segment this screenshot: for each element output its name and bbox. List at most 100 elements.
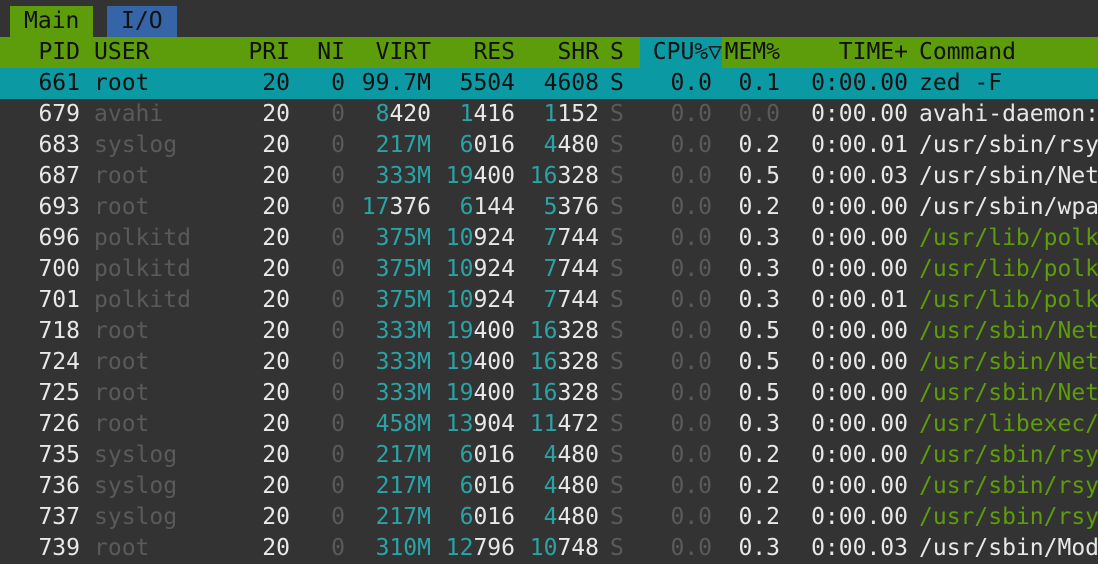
shr-cell-text: 16 — [529, 318, 558, 344]
state-cell-text: S — [610, 225, 624, 251]
shr-cell: 4480 — [515, 502, 599, 533]
mem-cell-text: 0.3 — [738, 225, 780, 251]
time-cell: 0:00.00 — [790, 192, 908, 223]
process-row[interactable]: 739 root 20 0 310M 12796 10748 S 0.0 0.3 0:00.03/u… — [0, 533, 1098, 564]
command-cell-text: avahi-daemon: — [919, 101, 1098, 127]
virt-cell-text: 375M — [375, 225, 431, 251]
cpu-cell: 0.0 — [640, 130, 712, 161]
state-cell: S — [610, 68, 630, 99]
virt-cell-text: 333M — [375, 380, 431, 406]
tab-bar: Main I/O — [0, 0, 1098, 37]
column-header-state[interactable]: S — [610, 39, 624, 65]
cpu-cell: 0.0 — [640, 68, 712, 99]
process-row[interactable]: 700 polkitd 20 0 375M 10924 7744 S 0.0 0.3 0:00.00… — [0, 254, 1098, 285]
shr-cell-text: 328 — [557, 318, 599, 344]
virt-cell: 375M — [345, 285, 431, 316]
user-cell: syslog — [94, 440, 244, 471]
nice-cell: 0 — [300, 409, 345, 440]
process-row[interactable]: 726 root 20 0 458M 13904 11472 S 0.0 0.3 0:00.00/u… — [0, 409, 1098, 440]
mem-cell-text: 0.3 — [738, 411, 780, 437]
process-row[interactable]: 724 root 20 0 333M 19400 16328 S 0.0 0.5 0:00.00/u… — [0, 347, 1098, 378]
tab-main[interactable]: Main — [10, 6, 93, 37]
shr-cell-text: 376 — [557, 194, 599, 220]
nice-cell-text: 0 — [331, 163, 345, 189]
process-row[interactable]: 718 root 20 0 333M 19400 16328 S 0.0 0.5 0:00.00/u… — [0, 316, 1098, 347]
res-cell: 13904 — [431, 409, 515, 440]
column-header-ni[interactable]: NI — [317, 39, 345, 65]
state-cell: S — [610, 254, 630, 285]
res-cell-text: 924 — [473, 287, 515, 313]
cpu-cell-text: 0.0 — [670, 132, 712, 158]
res-cell: 5504 — [431, 68, 515, 99]
process-row[interactable]: 683 syslog 20 0 217M 6016 4480 S 0.0 0.2 0:00.01/u… — [0, 130, 1098, 161]
res-cell-text: 5504 — [459, 70, 515, 96]
column-header-shr[interactable]: SHR — [557, 39, 599, 65]
state-cell-text: S — [610, 101, 624, 127]
priority-cell-text: 20 — [262, 380, 290, 406]
command-cell-text: /usr/sbin/Net — [919, 349, 1098, 375]
column-header-res[interactable]: RES — [473, 39, 515, 65]
mem-cell: 0.2 — [712, 502, 780, 533]
command-cell-text: /usr/sbin/Net — [919, 163, 1098, 189]
state-cell: S — [610, 161, 630, 192]
process-row[interactable]: 693 root 20 0 17376 6144 5376 S 0.0 0.2 0:00.00/us… — [0, 192, 1098, 223]
cpu-cell-text: 0.0 — [670, 473, 712, 499]
res-cell-text: 016 — [473, 442, 515, 468]
priority-cell: 20 — [240, 192, 290, 223]
shr-cell: 4608 — [515, 68, 599, 99]
user-cell: root — [94, 378, 244, 409]
mem-cell: 0.3 — [712, 409, 780, 440]
column-header-mem[interactable]: MEM% — [724, 39, 780, 65]
nice-cell: 0 — [300, 347, 345, 378]
cpu-cell-text: 0.0 — [670, 504, 712, 530]
cpu-cell-text: 0.0 — [670, 287, 712, 313]
process-row[interactable]: 736 syslog 20 0 217M 6016 4480 S 0.0 0.2 0:00.00/u… — [0, 471, 1098, 502]
state-cell-text: S — [610, 380, 624, 406]
nice-cell-text: 0 — [331, 256, 345, 282]
res-cell: 6016 — [431, 502, 515, 533]
command-cell-text: /usr/lib/polk — [919, 225, 1098, 251]
pid-cell-text: 693 — [38, 194, 80, 220]
column-header-pid[interactable]: PID — [38, 39, 80, 65]
mem-cell-text: 0.2 — [738, 473, 780, 499]
process-row[interactable]: 696 polkitd 20 0 375M 10924 7744 S 0.0 0.3 0:00.00… — [0, 223, 1098, 254]
column-header-virt[interactable]: VIRT — [375, 39, 431, 65]
column-header-time[interactable]: TIME+ — [838, 39, 908, 65]
column-header-pri[interactable]: PRI — [248, 39, 290, 65]
mem-cell: 0.5 — [712, 347, 780, 378]
nice-cell: 0 — [300, 161, 345, 192]
process-row[interactable]: 725 root 20 0 333M 19400 16328 S 0.0 0.5 0:00.00/u… — [0, 378, 1098, 409]
state-cell: S — [610, 285, 630, 316]
virt-cell: 333M — [345, 161, 431, 192]
virt-cell: 217M — [345, 130, 431, 161]
process-row[interactable]: 661 root 20 0 99.7M 5504 4608 S 0.0 0.1 0:00.00 zed… — [0, 68, 1098, 99]
user-cell-text: syslog — [94, 132, 178, 158]
column-header-command[interactable]: Command — [919, 39, 1016, 65]
time-cell: 0:00.00 — [790, 99, 908, 130]
tab-io[interactable]: I/O — [107, 6, 177, 37]
column-header-user[interactable]: USER — [94, 39, 150, 65]
pid-cell: 687 — [0, 161, 80, 192]
user-cell-text: root — [94, 70, 150, 96]
nice-cell-text: 0 — [331, 411, 345, 437]
res-cell-text: 416 — [473, 101, 515, 127]
time-cell-text: 0:00.00 — [811, 380, 908, 406]
cpu-cell: 0.0 — [640, 533, 712, 564]
state-cell-text: S — [610, 442, 624, 468]
pid-cell: 736 — [0, 471, 80, 502]
mem-cell-text: 0.2 — [738, 442, 780, 468]
pid-cell-text: 661 — [38, 70, 80, 96]
state-cell: S — [610, 316, 630, 347]
virt-cell-text: 458M — [375, 411, 431, 437]
process-row[interactable]: 737 syslog 20 0 217M 6016 4480 S 0.0 0.2 0:00.00/u… — [0, 502, 1098, 533]
nice-cell-text: 0 — [331, 442, 345, 468]
res-cell: 19400 — [431, 316, 515, 347]
column-header-cpu[interactable]: CPU%▽ — [640, 37, 722, 68]
time-cell-text: 0:00.00 — [811, 504, 908, 530]
process-row[interactable]: 679 avahi 20 0 8420 1416 1152 S 0.0 0.0 0:00.00 ava… — [0, 99, 1098, 130]
process-row[interactable]: 735 syslog 20 0 217M 6016 4480 S 0.0 0.2 0:00.00/u… — [0, 440, 1098, 471]
mem-cell-text: 0.5 — [738, 163, 780, 189]
process-row[interactable]: 701 polkitd 20 0 375M 10924 7744 S 0.0 0.3 0:00.01… — [0, 285, 1098, 316]
res-cell-text: 6 — [459, 473, 474, 499]
process-row[interactable]: 687 root 20 0 333M 19400 16328 S 0.0 0.5 0:00.03/u… — [0, 161, 1098, 192]
